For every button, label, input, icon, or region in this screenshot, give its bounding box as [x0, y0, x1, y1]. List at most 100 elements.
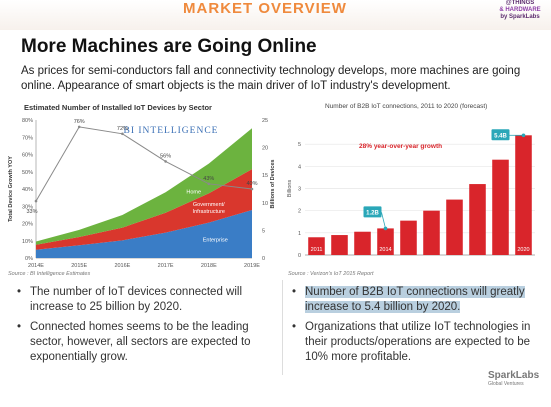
bar: [308, 237, 325, 255]
y-left-tick-label: 70%: [22, 135, 33, 141]
y-left-tick-label: 80%: [22, 118, 33, 124]
y-tick-label: 4: [298, 164, 301, 170]
things-hardware-logo: @THINGS & HARDWARE by SparkLabs: [498, 0, 542, 20]
growth-point: [34, 199, 38, 203]
b2b-connections-chart: Number of B2B IoT connections, 2011 to 2…: [285, 98, 541, 270]
bullet-text: The number of IoT devices connected will…: [30, 286, 243, 313]
badge-sub: by SparkLabs: [500, 14, 540, 20]
chart-title: Estimated Number of Installed IoT Device…: [24, 103, 212, 112]
x-tick-label: 2011: [311, 247, 323, 253]
bullets-right: Number of B2B IoT connections will great…: [292, 285, 542, 370]
growth-point: [121, 132, 124, 136]
growth-point: [77, 125, 81, 129]
growth-label: 33%: [26, 209, 37, 215]
bar: [423, 210, 440, 255]
y-right-axis-title: Billions of Devices: [270, 160, 276, 209]
series-label: Enterprise: [203, 237, 228, 243]
bar: [377, 228, 394, 255]
annotation-dot: [383, 226, 388, 231]
y-tick-label: 3: [298, 187, 301, 193]
y-right-tick-label: 15: [262, 173, 268, 179]
x-tick-label: 2014E: [28, 263, 44, 269]
area-home: [36, 128, 252, 245]
growth-label: 40%: [246, 181, 257, 187]
y-axis-title: Billions: [287, 180, 293, 198]
growth-point: [250, 187, 254, 191]
y-right-tick-label: 10: [262, 201, 268, 207]
growth-line: [35, 126, 253, 202]
chart-watermark: BI INTELLIGENCE: [124, 126, 219, 136]
y-left-tick-label: 0%: [25, 256, 33, 262]
badge-top: @THINGS: [505, 0, 535, 6]
y-right-tick-label: 25: [262, 118, 268, 124]
y-left-tick-label: 50%: [22, 170, 33, 176]
chart-right-source: Source : Verizon's IoT 2015 Report: [288, 271, 374, 277]
annotation-label: 5.4B: [494, 133, 507, 139]
y-left-tick-label: 60%: [22, 153, 33, 159]
banner-title: MARKET OVERVIEW: [183, 0, 347, 17]
bar: [354, 231, 371, 255]
x-tick-label: 2014: [379, 247, 391, 253]
x-tick-label: 2020: [517, 247, 529, 253]
bar: [446, 199, 463, 255]
sparklabs-sub: Global Ventures: [488, 381, 524, 387]
y-tick-label: 1: [298, 231, 301, 237]
bar: [400, 220, 417, 255]
iot-devices-chart: Estimated Number of Installed IoT Device…: [6, 98, 281, 270]
series-label: Home: [186, 190, 201, 196]
annotation-dot: [521, 133, 526, 138]
area-government-infrastructure: [36, 169, 252, 250]
y-left-tick-label: 20%: [22, 222, 33, 228]
sparklabs-logo: SparkLabs Global Ventures: [488, 370, 550, 387]
bullet-item: Organizations that utilize IoT technolog…: [292, 320, 542, 365]
y-tick-label: 2: [298, 209, 301, 215]
y-left-tick-label: 10%: [22, 239, 33, 245]
badge-brand: & HARDWARE: [499, 7, 541, 13]
bar: [515, 135, 532, 255]
chart-title: Number of B2B IoT connections, 2011 to 2…: [325, 103, 487, 110]
bullet-item: Number of B2B IoT connections will great…: [292, 285, 542, 315]
b2b-connections-chart-svg: Number of B2B IoT connections, 2011 to 2…: [287, 103, 535, 259]
bullet-text: Organizations that utilize IoT technolog…: [305, 321, 531, 363]
y-tick-label: 5: [298, 142, 301, 148]
x-tick-label: 2016E: [114, 263, 130, 269]
column-divider: [282, 280, 283, 375]
highlighted-bullet-text: Number of B2B IoT connections will great…: [305, 286, 525, 313]
series-label: Infrastructure: [193, 209, 225, 215]
growth-label: 43%: [203, 176, 214, 182]
area-enterprise: [36, 209, 252, 258]
annotation-box: [363, 206, 382, 218]
y-left-tick-label: 40%: [22, 187, 33, 193]
series-label: Government/: [193, 202, 225, 208]
header-banner: MARKET OVERVIEW @THINGS & HARDWARE by Sp…: [0, 0, 551, 30]
annotation-label: 1.2B: [366, 210, 379, 216]
x-tick-label: 2017E: [158, 263, 174, 269]
sparklabs-brand: SparkLabs: [488, 370, 540, 381]
slide-title: More Machines are Going Online: [21, 36, 317, 57]
y-right-tick-label: 5: [262, 228, 265, 234]
growth-point: [164, 160, 167, 163]
bullet-item: Connected homes seems to be the leading …: [17, 320, 280, 365]
growth-text: 28% year-over-year growth: [359, 143, 442, 150]
chart-left-source: Source : BI Intelligence Estimates: [8, 271, 91, 277]
y-left-axis-title: Total Device Growth YOY: [8, 156, 14, 222]
x-tick-label: 2018E: [201, 263, 217, 269]
x-tick-label: 2019E: [244, 263, 260, 269]
y-right-tick-label: 20: [262, 146, 268, 152]
growth-label: 56%: [160, 153, 171, 159]
bullets-left: The number of IoT devices connected will…: [17, 285, 280, 370]
bullet-text: Connected homes seems to be the leading …: [30, 321, 251, 363]
y-tick-label: 0: [298, 253, 301, 259]
y-left-tick-label: 30%: [22, 204, 33, 210]
bar: [331, 235, 348, 255]
y-right-tick-label: 0: [262, 256, 265, 262]
annotation-box: [491, 129, 510, 141]
growth-label: 72%: [117, 126, 128, 132]
iot-devices-chart-svg: Estimated Number of Installed IoT Device…: [8, 103, 276, 269]
annotation-leader: [381, 212, 386, 229]
bar: [469, 184, 486, 255]
bullet-item: The number of IoT devices connected will…: [17, 285, 280, 315]
bar: [492, 159, 509, 255]
x-tick-label: 2015E: [71, 263, 87, 269]
slide-intro: As prices for semi-conductors fall and c…: [21, 65, 521, 92]
